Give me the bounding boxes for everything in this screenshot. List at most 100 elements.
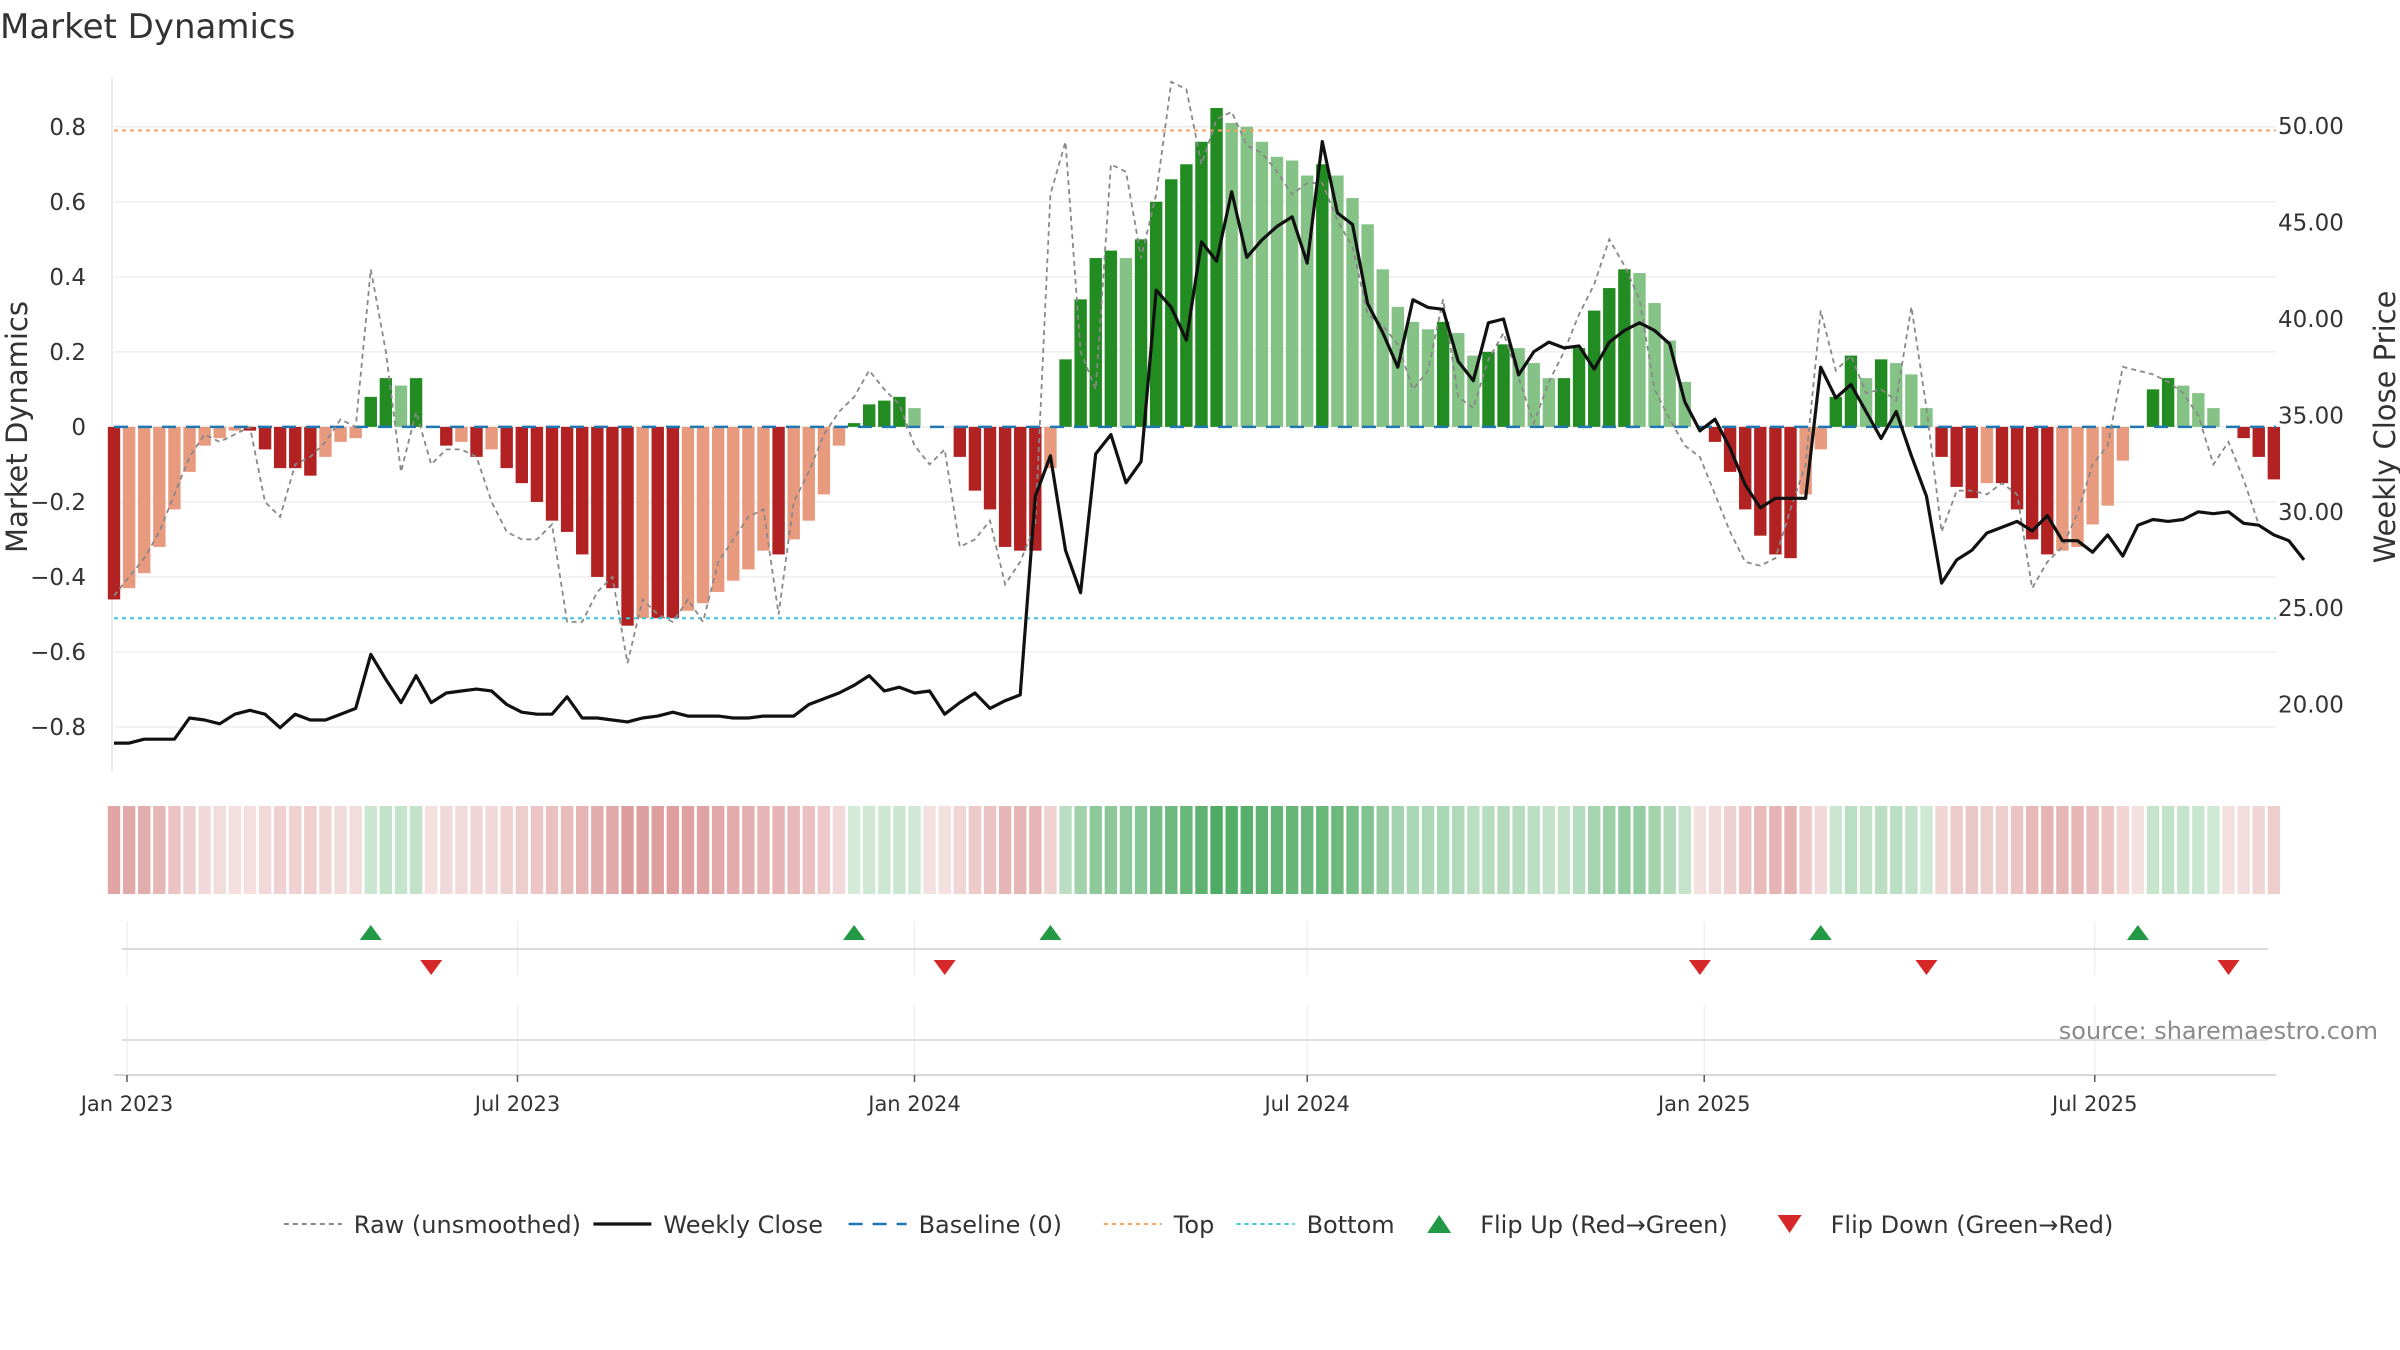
heat-strip-cell [1784,806,1797,894]
x-tick-label: Jan 2024 [866,1092,961,1116]
dynamics-bar [1285,160,1299,427]
dynamics-bar [636,426,649,619]
heat-strip-cell [606,806,619,894]
heat-strip-cell [1436,806,1450,894]
legend-label: Flip Up (Red→Green) [1480,1211,1728,1239]
dynamics-bar [2267,426,2281,480]
legend-item: Baseline (0) [848,1211,1062,1239]
dynamics-bar [349,426,362,439]
heat-strip-cell [1285,806,1299,894]
dynamics-bar [228,426,242,431]
dynamics-bar [2177,385,2190,427]
dynamics-bar [1784,426,1797,559]
legend-item: Bottom [1236,1211,1395,1239]
heat-strip-cell [1482,806,1495,894]
dynamics-bar [2237,426,2250,439]
legend-label: Flip Down (Green→Red) [1831,1211,2114,1239]
dynamics-bar [651,426,664,619]
heat-strip-cell [1572,806,1586,894]
heat-strip-cell [1089,806,1102,894]
x-tick-label: Jul 2024 [1262,1092,1349,1116]
heat-strip-cell [1270,806,1284,894]
heat-strip-cell [742,806,755,894]
flip-down-marker [2217,960,2240,975]
heat-strip-cell [409,806,423,894]
dynamics-bar [1119,258,1133,427]
heat-strip-cell [2025,806,2039,894]
y-tick-label-right: 40.00 [2278,307,2344,333]
heat-strip-cell [258,806,272,894]
dynamics-bar [772,426,785,555]
dynamics-bar [908,408,921,427]
flip-down-marker [420,960,443,975]
dynamics-bar [1995,426,2009,484]
dynamics-bar [983,426,997,510]
x-tick-label: Jul 2025 [2050,1092,2137,1116]
dynamics-bar [1104,250,1118,427]
heat-strip-cell [1361,806,1374,894]
flip-up-marker [2126,925,2149,940]
heat-strip-cell [1165,806,1178,894]
heat-strip-cell [1920,806,1933,894]
heat-strip-cell [711,806,725,894]
dynamics-bar [1044,426,1057,469]
dynamics-bar [1346,198,1359,427]
heat-strip-cell [349,806,362,894]
heat-strip-cell [530,806,544,894]
heat-strip-cell [2101,806,2114,894]
heat-strip-cell [334,806,347,894]
y-tick-label-left: −0.6 [30,640,86,666]
heat-strip-cell [908,806,921,894]
dynamics-bar [379,378,393,427]
legend-item: Weekly Close [593,1211,823,1239]
flip-down-marker [933,960,956,975]
heat-strip-cell [1814,806,1827,894]
dynamics-bar [1074,299,1087,427]
dynamics-bar [666,426,680,619]
dynamics-bar [1769,426,1782,555]
heat-strip-cell [107,806,121,894]
heat-strip-cell [1935,806,1948,894]
dynamics-bar [2101,426,2114,506]
dynamics-bar [1240,126,1253,427]
dynamics-bar [334,426,347,442]
dynamics-bar [545,426,559,521]
dynamics-bar [1059,359,1072,427]
dynamics-bar [1225,123,1238,427]
heat-strip-cell [394,806,408,894]
heat-strip-panel [107,806,2281,894]
heat-strip-cell [1603,806,1616,894]
heat-strip-cell [2071,806,2084,894]
dynamics-bar [153,426,166,547]
heat-strip-cell [2222,806,2235,894]
dynamics-bar [1663,340,1676,427]
heat-strip-cell [636,806,649,894]
heat-strip-cell [1693,806,1707,894]
dynamics-bar [606,426,619,589]
heat-strip-cell [651,806,664,894]
dynamics-bar [2041,426,2054,555]
heat-strip-cell [1180,806,1193,894]
heat-strip-cell [1301,806,1314,894]
dynamics-bar [2252,426,2265,457]
dynamics-bar [1134,239,1148,427]
bottom-panel: Jan 2023 Jul 2023 Jan 2024 Jul 2024 Jan 2025… [79,1005,2276,1116]
dynamics-bar [1255,141,1269,427]
heat-strip-cell [1316,806,1329,894]
dynamics-bar [258,426,272,450]
heat-strip-cell [289,806,302,894]
dynamics-bar [711,426,725,592]
heat-strip-cell [455,806,468,894]
dynamics-bar [1361,224,1374,427]
dynamics-bar [1421,329,1435,427]
dynamics-bar [1270,156,1284,427]
heat-strip-cell [1014,806,1027,894]
heat-strip-cell [500,806,513,894]
heat-strip-cell [696,806,710,894]
heat-strip-cell [968,806,982,894]
heat-strip-cell [213,806,226,894]
heat-strip-cell [802,806,815,894]
dynamics-bar [2071,426,2084,547]
heat-strip-cell [2056,806,2069,894]
dynamics-bar [742,426,755,570]
